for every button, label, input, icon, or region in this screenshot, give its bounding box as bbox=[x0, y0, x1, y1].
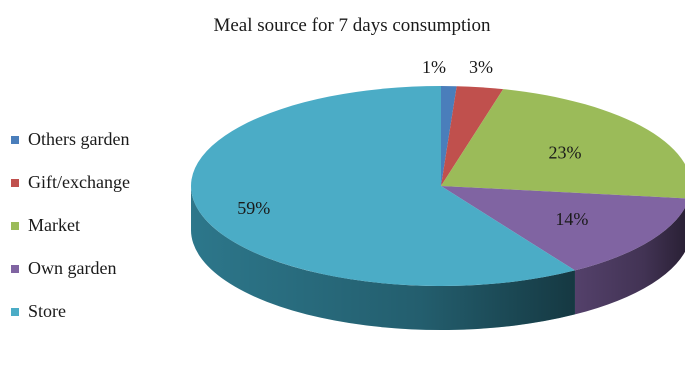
slice-store bbox=[191, 86, 575, 286]
legend-item-gift-exchange: Gift/exchange bbox=[11, 172, 130, 192]
legend-label: Others garden bbox=[28, 129, 129, 149]
legend-label: Gift/exchange bbox=[28, 172, 130, 192]
legend-label: Store bbox=[28, 301, 66, 321]
legend-item-store: Store bbox=[11, 301, 66, 321]
legend-swatch bbox=[11, 308, 19, 316]
slice-market bbox=[441, 89, 685, 199]
legend-label: Market bbox=[28, 215, 80, 235]
pie-sides bbox=[191, 186, 685, 331]
chart-title: Meal source for 7 days consumption bbox=[213, 15, 491, 36]
legend-item-others-garden: Others garden bbox=[11, 129, 129, 149]
legend-swatch bbox=[11, 136, 19, 144]
legend: Others garden Gift/exchange Market Own gard… bbox=[11, 129, 130, 321]
legend-swatch bbox=[11, 265, 19, 273]
data-label-own-garden: 14% bbox=[555, 209, 588, 229]
slice-own-garden bbox=[441, 186, 685, 271]
data-label-market: 23% bbox=[549, 142, 582, 162]
pie-slices bbox=[191, 86, 685, 286]
data-label-store: 59% bbox=[237, 198, 270, 218]
legend-item-market: Market bbox=[11, 215, 80, 235]
legend-label: Own garden bbox=[28, 258, 116, 278]
data-label-gift-exchange: 3% bbox=[469, 57, 493, 77]
data-label-others-garden: 1% bbox=[422, 57, 446, 77]
pie-data-labels: 1% 3% 23% 14% 59% bbox=[237, 57, 588, 229]
slice-others-garden bbox=[441, 86, 457, 186]
legend-swatch bbox=[11, 179, 19, 187]
legend-item-own-garden: Own garden bbox=[11, 258, 116, 278]
legend-swatch bbox=[11, 222, 19, 230]
slice-side-store-shade bbox=[191, 186, 575, 331]
slice-side-own-garden-shade bbox=[574, 207, 685, 315]
slice-gift-exchange bbox=[441, 86, 504, 186]
